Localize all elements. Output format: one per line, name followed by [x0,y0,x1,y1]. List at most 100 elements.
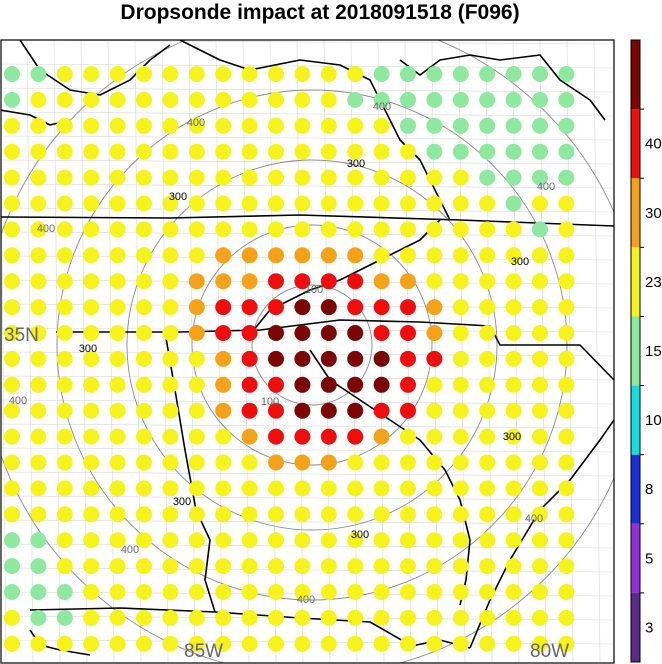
impact-dot [4,532,20,549]
impact-dot [215,454,232,471]
impact-dot [162,350,179,367]
impact-dot [505,609,522,626]
impact-dot [83,480,100,497]
impact-dot [188,635,205,652]
impact-dot [320,350,337,367]
impact-dot [136,558,152,575]
impact-dot [4,299,20,316]
impact-dot [532,143,548,160]
impact-dot [347,558,364,575]
impact-dot [452,376,469,393]
lat-label-35n: 35N [4,325,39,346]
impact-dot [320,117,337,134]
impact-dot [30,143,47,160]
impact-dot [373,247,390,264]
impact-dot [479,506,496,523]
impact-dot [532,350,548,367]
contour-label-300: 300 [511,256,529,268]
impact-dot [188,143,205,160]
impact-dot [347,506,364,523]
impact-dot [532,66,548,82]
impact-dot [30,609,47,626]
impact-dot [162,428,179,445]
impact-dot [4,66,20,82]
impact-dot [452,635,469,652]
impact-dot [505,299,522,316]
impact-dot [215,532,232,549]
impact-dot [30,350,47,367]
impact-dot [452,480,469,497]
impact-dot [558,558,575,575]
impact-dot [400,169,416,186]
impact-dot [294,376,311,393]
impact-dot [347,376,364,393]
impact-dot [479,91,496,108]
impact-dot [4,143,20,160]
impact-dot [241,609,258,626]
lon-label-80w: 80W [530,641,569,662]
impact-dot [294,428,311,445]
impact-dot [215,376,232,393]
impact-dot [452,325,469,341]
impact-dot [505,584,522,600]
impact-dot [320,247,337,264]
contour-label-400: 400 [187,117,205,129]
impact-dot [505,247,522,264]
impact-dot [241,325,258,341]
impact-dot [30,428,47,445]
impact-dot [320,480,337,497]
impact-dot [505,532,522,549]
impact-dot [241,91,258,108]
impact-dot [136,273,152,290]
impact-dot [479,66,496,82]
impact-dot [268,558,284,575]
impact-dot [320,506,337,523]
impact-dot [30,325,47,341]
impact-dot [268,428,284,445]
impact-dot [241,221,258,238]
impact-dot [136,350,152,367]
impact-dot [268,221,284,238]
impact-dot [426,584,443,600]
impact-dot [268,66,284,82]
impact-dot [268,635,284,652]
impact-dot [400,376,416,393]
impact-dot [426,376,443,393]
impact-dot [215,273,232,290]
impact-dot [83,273,100,290]
impact-dot [83,635,100,652]
impact-dot [109,247,126,264]
impact-dot [188,584,205,600]
impact-dot [426,635,443,652]
impact-dot [532,609,548,626]
impact-dot [162,325,179,341]
impact-dot [188,117,205,134]
impact-dot [268,609,284,626]
impact-dot [109,428,126,445]
contour-label-300: 300 [173,496,191,508]
impact-dot [30,376,47,393]
impact-dot [532,480,548,497]
map-title: Dropsonde impact at 2018091518 (F096) [120,1,520,24]
impact-dot [215,299,232,316]
impact-dot [479,350,496,367]
impact-dot [188,195,205,212]
impact-dot [215,247,232,264]
impact-dot [505,325,522,341]
impact-dot [30,91,47,108]
impact-dot [83,143,100,160]
impact-dot [294,143,311,160]
impact-dot [505,350,522,367]
impact-dot [30,532,47,549]
impact-dot [373,143,390,160]
impact-dot [505,506,522,523]
impact-dot [373,402,390,419]
impact-dot [56,325,73,341]
impact-dot [30,117,47,134]
impact-dot [505,558,522,575]
impact-dot [400,506,416,523]
impact-dot [532,91,548,108]
impact-dot [400,273,416,290]
impact-dot [373,273,390,290]
